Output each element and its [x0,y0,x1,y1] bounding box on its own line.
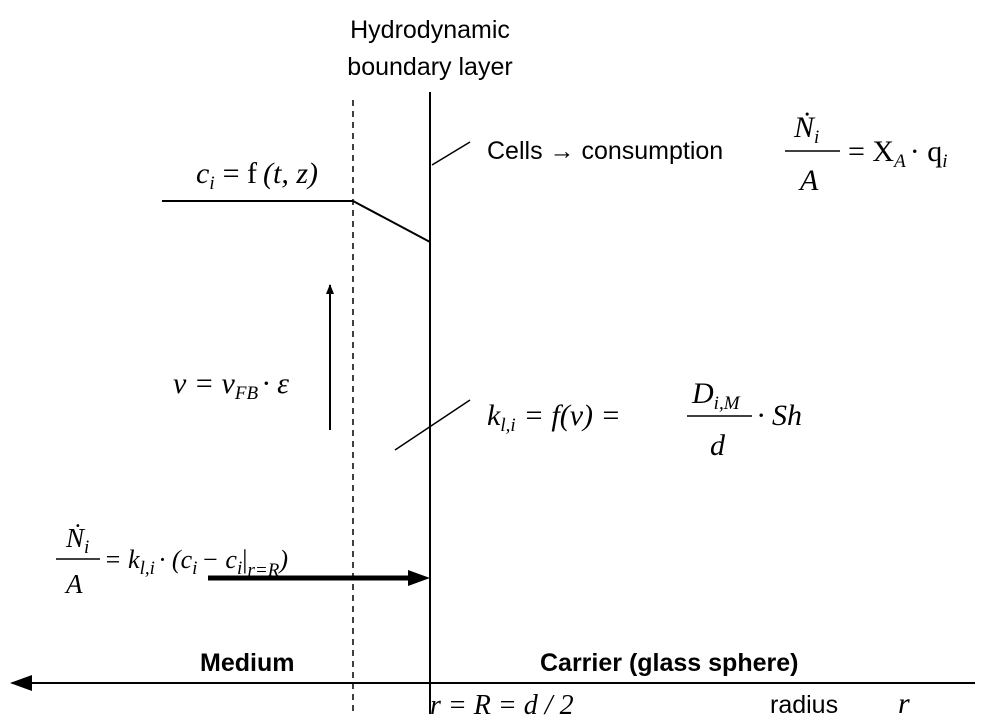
equation: v = vFB · ε [173,367,289,404]
equation-part: v = v [173,367,236,400]
equation: Ṅi [793,111,819,148]
equation: A [798,164,819,197]
equation-part: | [242,545,247,574]
equation-part: · (c [159,545,193,574]
equation-part: FB [234,383,259,404]
equation-part: − c [201,545,237,574]
boundary-layer-label: boundary layer [347,53,512,81]
equation-part: l,i [140,558,155,579]
equation-part: i [84,537,89,558]
equation: = XA · qi [848,135,947,172]
equation: kl,i = f(v) = [487,399,621,436]
medium-label: Medium [200,649,294,677]
equation-part: i,M [714,393,741,414]
equation: · Sh [757,399,802,432]
radius-symbol: r [898,687,910,720]
flux-arrowhead [408,570,430,586]
equation-part: · q [910,135,943,168]
equation-part: i [209,173,214,194]
carrier-label: Carrier (glass sphere) [540,649,798,677]
pointer [394,399,471,451]
equation-part: · ε [262,367,289,400]
equation-part: (t, z) [263,157,318,190]
equation-part: = f [223,157,257,190]
equation-part: i [192,558,197,579]
position-label: r = R = d / 2 [430,690,574,720]
cells-label: Cells → consumption [487,137,723,165]
equation: = kl,i · (ci − ci|r=R) [104,545,288,581]
radius-label: radius [770,691,838,719]
equation-part: i [942,151,947,172]
equation-part: A [892,151,906,172]
pointer [431,141,471,166]
equation-part: i [814,127,819,148]
equation-part: = X [848,135,894,168]
equation: Di,M [691,377,741,414]
equation-part: D [691,377,714,410]
equation-part: = k [104,545,140,574]
equation-part: ) [277,545,288,574]
equation-part: k [487,399,501,432]
equation-part: c [196,157,209,190]
equation: Ṅi [65,523,89,558]
equation: ci = f (t, z) [196,157,318,194]
equation-part: Ṅ [65,523,86,553]
equation: d [710,429,726,462]
equation: A [64,569,83,599]
equation-part: Ṅ [793,111,816,144]
boundary-layer-label: Hydrodynamic [350,16,510,44]
equation-part: = f(v) = [524,399,621,432]
concentration-profile [162,200,431,243]
equation-part: l,i [500,415,515,436]
equation-part: i [237,558,242,579]
